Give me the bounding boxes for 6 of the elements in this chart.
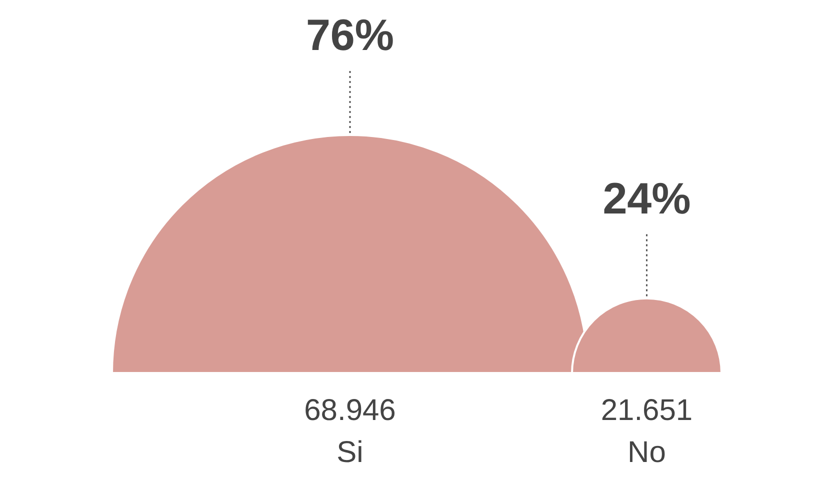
- data-label: 21.651: [600, 394, 693, 427]
- data-label: 68.946: [304, 394, 396, 427]
- text: 76%: [306, 11, 394, 60]
- category-label: No: [628, 436, 666, 469]
- category-label: Si: [336, 436, 364, 469]
- text: 24%: [602, 174, 691, 224]
